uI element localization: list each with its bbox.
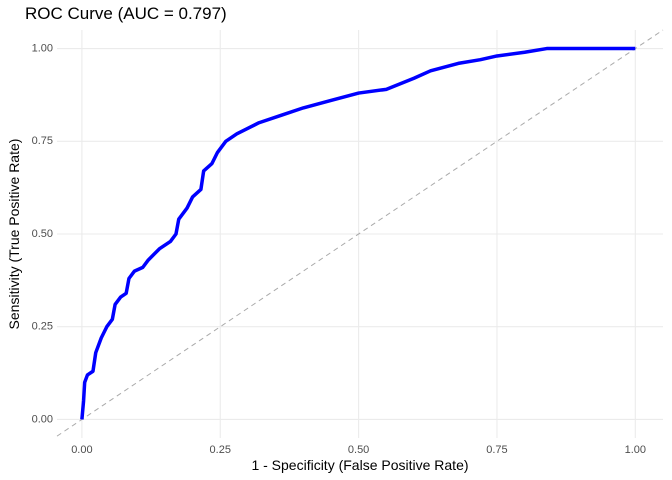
y-tick-label: 0.75 — [32, 135, 53, 147]
x-tick-label: 0.50 — [348, 444, 369, 456]
y-tick-label: 0.00 — [32, 413, 53, 425]
y-axis-title: Sensitivity (True Positive Rate) — [6, 139, 22, 330]
x-tick-label: 0.25 — [210, 444, 231, 456]
roc-line — [80, 46, 636, 420]
x-tick-label: 1.00 — [625, 444, 646, 456]
y-tick-label: 1.00 — [32, 42, 53, 54]
y-tick-label: 0.50 — [32, 228, 53, 240]
x-tick-label: 0.75 — [486, 444, 507, 456]
chart-title: ROC Curve (AUC = 0.797) — [25, 4, 227, 23]
x-axis-title: 1 - Specificity (False Positive Rate) — [251, 457, 468, 473]
x-tick-label: 0.00 — [71, 444, 92, 456]
reference-line — [56, 29, 664, 437]
y-tick-label: 0.25 — [32, 321, 53, 333]
